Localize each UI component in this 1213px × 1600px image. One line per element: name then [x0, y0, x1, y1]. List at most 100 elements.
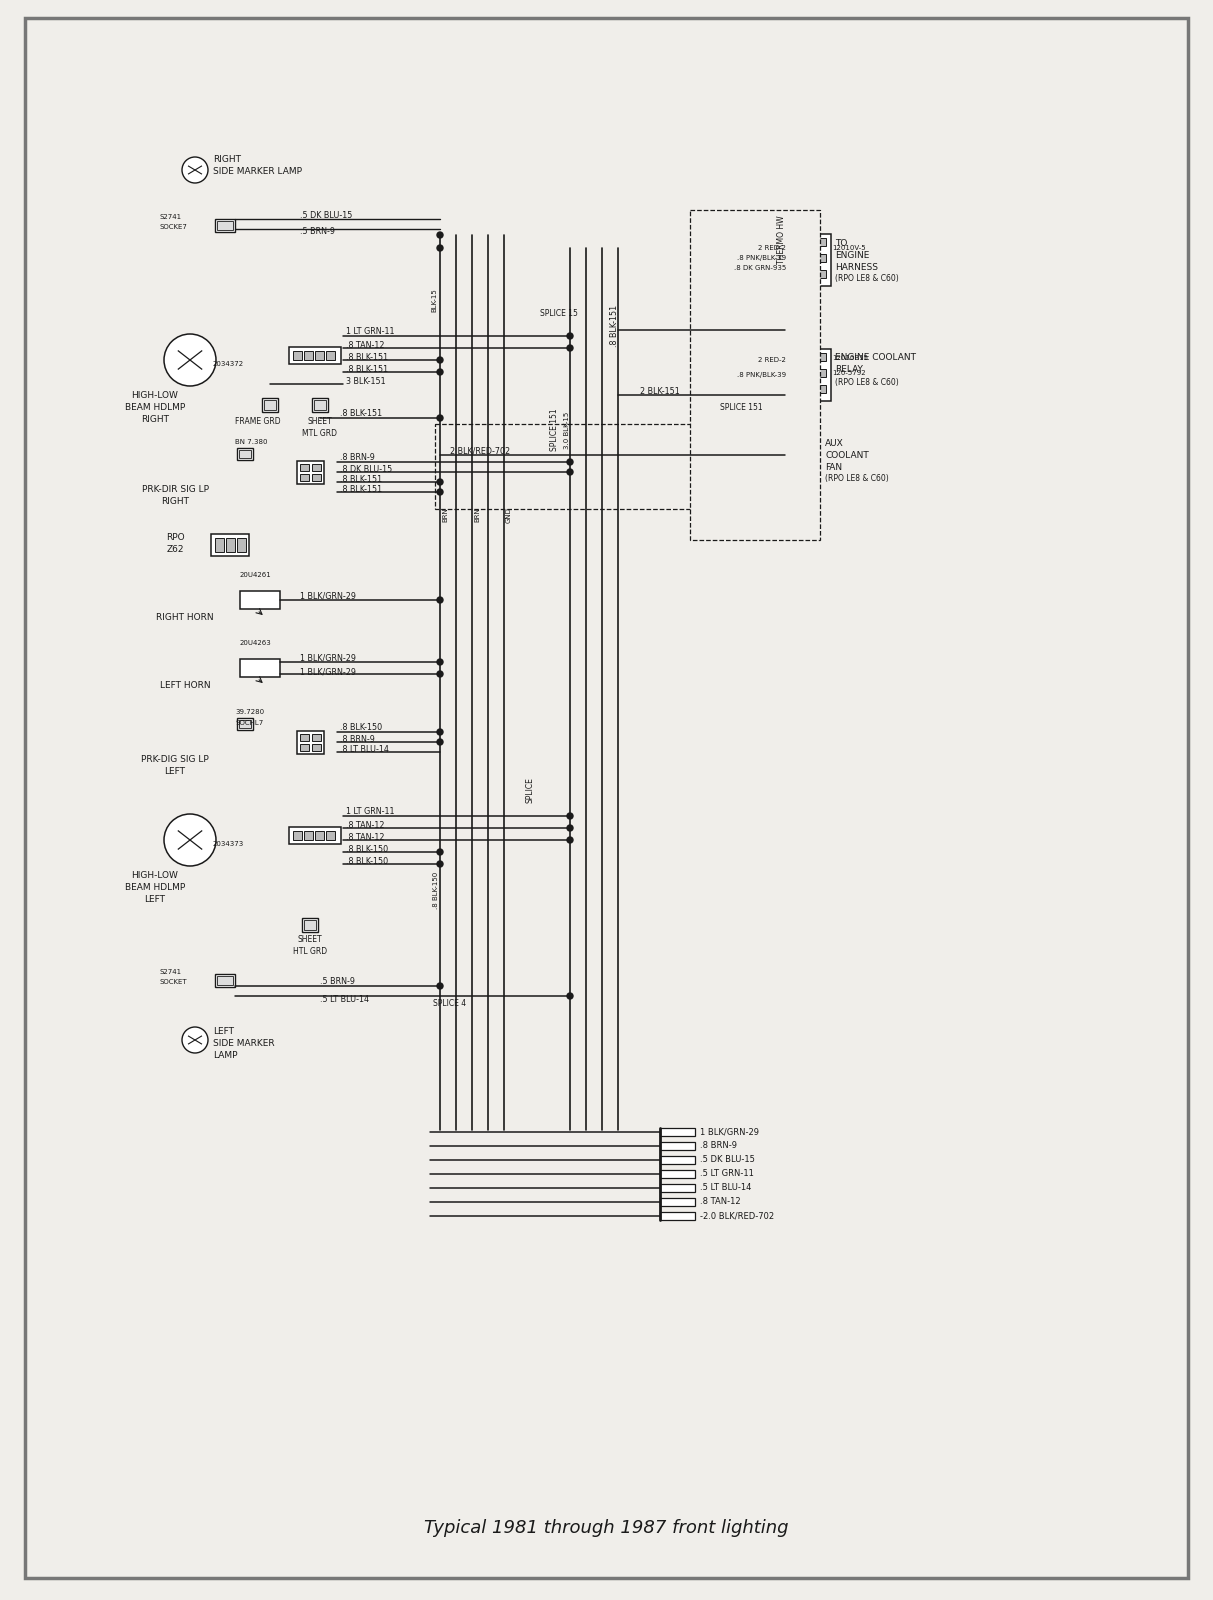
Circle shape — [164, 334, 216, 386]
Bar — [211, 534, 249, 557]
Bar — [217, 976, 233, 984]
Bar — [239, 450, 251, 458]
Text: ENGINE: ENGINE — [835, 251, 870, 259]
Bar — [792, 238, 804, 246]
Bar — [302, 918, 318, 931]
Circle shape — [437, 597, 443, 603]
Bar — [312, 744, 320, 750]
Bar — [300, 744, 308, 750]
Text: BLK-15: BLK-15 — [431, 288, 437, 312]
Bar — [262, 398, 278, 411]
Text: HTL GRD: HTL GRD — [292, 947, 328, 955]
Circle shape — [437, 232, 443, 238]
Text: HARNESS: HARNESS — [835, 262, 878, 272]
Text: .8 TAN-12: .8 TAN-12 — [346, 341, 385, 349]
Text: .5 LT BLU-14: .5 LT BLU-14 — [700, 1184, 751, 1192]
Circle shape — [566, 826, 573, 830]
Text: PRK-DIR SIG LP: PRK-DIR SIG LP — [142, 485, 209, 494]
Text: LAMP: LAMP — [213, 1051, 238, 1061]
Bar — [240, 659, 280, 677]
Text: .8 BRN-9: .8 BRN-9 — [340, 453, 375, 462]
Circle shape — [437, 370, 443, 374]
Text: .8 PNK/BLK-39: .8 PNK/BLK-39 — [736, 371, 786, 378]
Bar — [289, 347, 341, 363]
Circle shape — [566, 459, 573, 466]
Bar — [660, 1155, 695, 1165]
Text: .8 BLK-151: .8 BLK-151 — [340, 485, 382, 494]
Text: .5 DK BLU-15: .5 DK BLU-15 — [300, 211, 352, 219]
Bar — [792, 386, 804, 394]
Circle shape — [437, 730, 443, 734]
Bar — [304, 350, 313, 360]
Text: .5 LT GRN-11: .5 LT GRN-11 — [700, 1170, 753, 1179]
Circle shape — [437, 478, 443, 485]
Text: HIGH-LOW: HIGH-LOW — [131, 390, 178, 400]
Circle shape — [437, 490, 443, 494]
Text: Z62: Z62 — [166, 546, 183, 555]
Text: .8 DK GRN-935: .8 DK GRN-935 — [734, 266, 786, 270]
Bar — [788, 451, 811, 469]
Text: SHEET: SHEET — [297, 936, 323, 944]
Text: 1 LT GRN-11: 1 LT GRN-11 — [346, 328, 394, 336]
Text: SIDE MARKER LAMP: SIDE MARKER LAMP — [213, 168, 302, 176]
Text: .8 BRN-9: .8 BRN-9 — [700, 1141, 738, 1150]
Text: S2741: S2741 — [160, 970, 182, 974]
Text: RELAY: RELAY — [835, 365, 862, 374]
Bar — [240, 590, 280, 610]
Bar — [215, 219, 235, 232]
Bar — [788, 234, 831, 286]
Bar — [312, 474, 320, 480]
Text: LEFT: LEFT — [165, 768, 186, 776]
Text: AUX: AUX — [825, 438, 844, 448]
Text: .5 LT BLU-14: .5 LT BLU-14 — [320, 995, 369, 1003]
Circle shape — [182, 157, 207, 182]
Bar — [660, 1128, 695, 1136]
Circle shape — [566, 469, 573, 475]
Text: Typical 1981 through 1987 front lighting: Typical 1981 through 1987 front lighting — [423, 1518, 788, 1538]
Text: TO: TO — [835, 238, 848, 248]
Text: FRAME GRD: FRAME GRD — [235, 418, 281, 427]
Bar — [314, 400, 326, 410]
Bar — [814, 270, 826, 278]
Text: RIGHT: RIGHT — [213, 155, 241, 165]
Bar — [312, 464, 320, 470]
Text: SPLICE: SPLICE — [525, 778, 535, 803]
Circle shape — [437, 861, 443, 867]
Text: SOCKE7: SOCKE7 — [160, 224, 188, 230]
Bar — [312, 733, 320, 741]
Text: LEFT: LEFT — [213, 1027, 234, 1037]
Circle shape — [566, 813, 573, 819]
Bar — [660, 1170, 695, 1178]
Text: SOCKET: SOCKET — [160, 979, 188, 986]
Bar — [814, 254, 826, 262]
Text: COOLANT: COOLANT — [825, 451, 869, 459]
Text: 2034372: 2034372 — [213, 362, 244, 366]
Text: LEFT: LEFT — [144, 894, 165, 904]
Text: 3.0 BLK-15: 3.0 BLK-15 — [564, 411, 570, 448]
Text: SHEET: SHEET — [308, 418, 332, 427]
Bar — [792, 254, 804, 262]
Circle shape — [437, 739, 443, 746]
Text: (RPO LE8 & C60): (RPO LE8 & C60) — [835, 378, 899, 387]
Text: BRN: BRN — [442, 507, 448, 522]
Text: RIGHT: RIGHT — [161, 498, 189, 507]
Text: 1 BLK/GRN-29: 1 BLK/GRN-29 — [300, 653, 355, 662]
Text: 2 RED-2: 2 RED-2 — [758, 357, 786, 363]
Text: .8 BLK-151: .8 BLK-151 — [346, 354, 388, 363]
Bar — [792, 270, 804, 278]
Text: S2741: S2741 — [160, 214, 182, 219]
Text: SPLICE 151: SPLICE 151 — [549, 408, 559, 451]
Bar — [660, 1142, 695, 1150]
Text: SIDE MARKER: SIDE MARKER — [213, 1040, 274, 1048]
Bar — [237, 538, 246, 552]
Bar — [326, 350, 335, 360]
Text: 2 BLK/RED-702: 2 BLK/RED-702 — [450, 446, 511, 456]
Circle shape — [437, 245, 443, 251]
Circle shape — [182, 1027, 207, 1053]
Text: 1 BLK/GRN-29: 1 BLK/GRN-29 — [300, 592, 355, 600]
Text: (RPO LE8 & C60): (RPO LE8 & C60) — [835, 275, 899, 283]
Circle shape — [437, 850, 443, 854]
Text: -2.0 BLK/RED-702: -2.0 BLK/RED-702 — [700, 1211, 774, 1221]
Text: 3 BLK-151: 3 BLK-151 — [346, 378, 386, 387]
Text: RIGHT: RIGHT — [141, 414, 169, 424]
